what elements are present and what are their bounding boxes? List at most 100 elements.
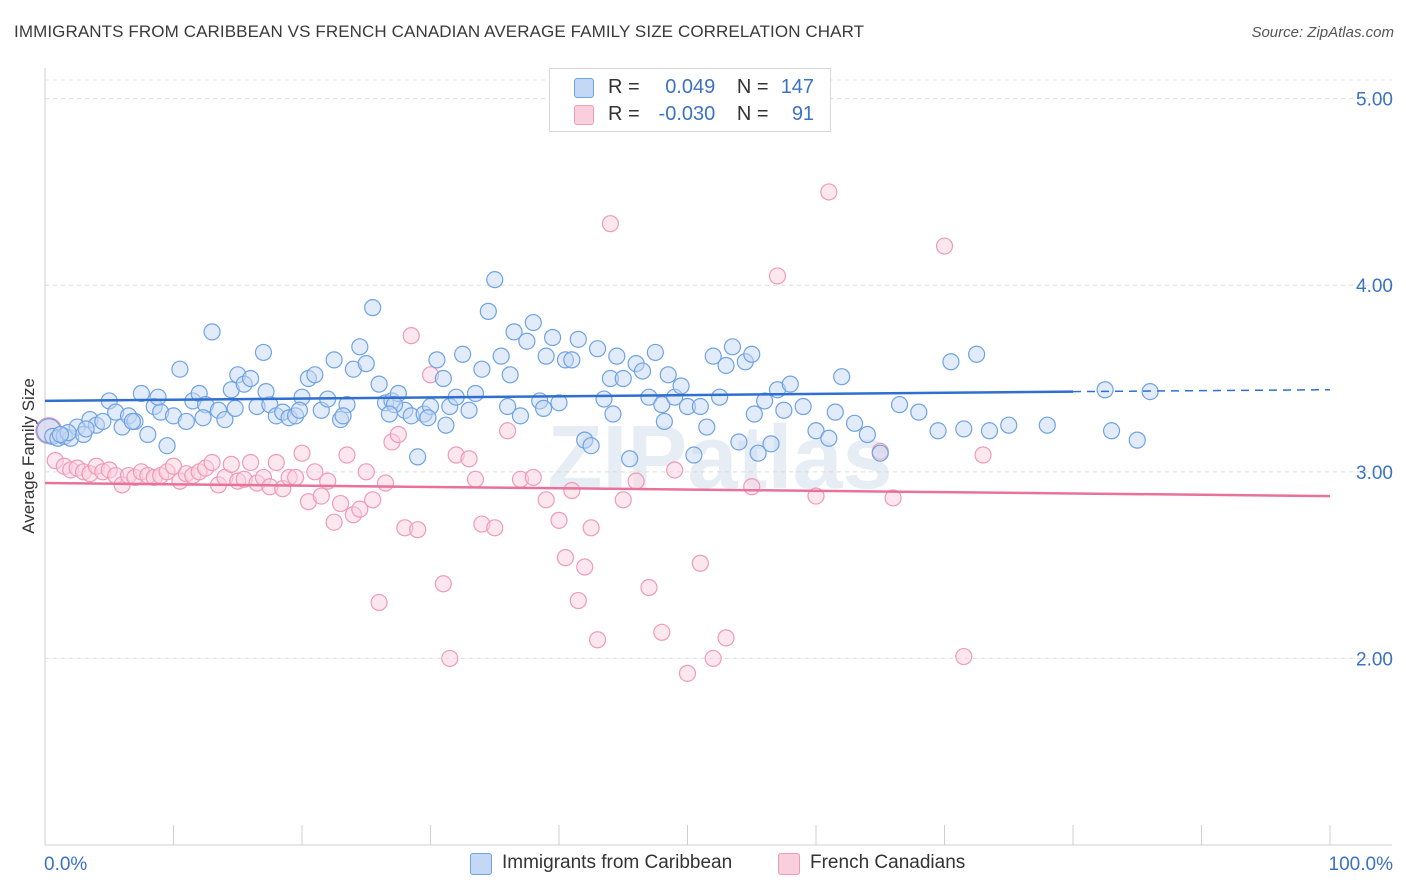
legend-n-value: 91	[791, 103, 815, 125]
data-point-caribbean	[890, 396, 909, 414]
data-point-caribbean	[672, 377, 690, 395]
data-point-caribbean	[409, 448, 427, 466]
y-axis-label: Average Family Size	[19, 378, 38, 534]
data-point-caribbean	[132, 384, 150, 403]
trend-line-french-canadians	[44, 481, 1331, 498]
data-point-caribbean	[604, 405, 622, 423]
data-point-caribbean	[929, 422, 947, 440]
data-point-french-canadians	[569, 591, 587, 610]
data-point-french-canadians	[499, 422, 517, 440]
x-tick-label: 0.0%	[44, 854, 87, 875]
data-point-french-canadians	[955, 647, 973, 666]
data-point-caribbean	[858, 425, 877, 444]
data-point-french-canadians	[242, 453, 260, 472]
data-point-french-canadians	[588, 631, 607, 649]
data-point-french-canadians	[203, 453, 221, 472]
data-point-caribbean	[711, 388, 729, 406]
legend-r-value: 0.049	[665, 76, 716, 98]
data-point-french-canadians	[884, 489, 902, 507]
data-point-french-canadians	[402, 327, 420, 345]
data-point-caribbean	[745, 405, 763, 423]
data-point-caribbean	[437, 416, 455, 434]
data-point-caribbean	[158, 437, 176, 455]
data-point-caribbean	[499, 397, 517, 416]
data-point-caribbean	[910, 403, 928, 421]
data-point-caribbean	[845, 414, 864, 432]
data-point-french-canadians	[325, 513, 343, 531]
data-point-caribbean	[334, 407, 352, 425]
blue-swatch-icon	[470, 853, 492, 875]
data-point-french-canadians	[717, 629, 735, 647]
data-point-caribbean	[534, 399, 553, 417]
y-tick-label: 2.00	[1356, 649, 1393, 670]
data-point-caribbean	[659, 366, 677, 384]
data-point-caribbean	[833, 368, 851, 386]
series-caribbean	[36, 271, 1159, 468]
data-point-caribbean	[466, 384, 485, 403]
data-point-caribbean	[582, 437, 600, 455]
data-point-caribbean	[370, 375, 388, 393]
data-point-french-canadians	[306, 463, 324, 481]
data-point-french-canadians	[486, 519, 504, 537]
data-point-french-canadians	[351, 500, 369, 518]
data-point-french-canadians	[640, 578, 658, 597]
data-point-caribbean	[290, 401, 309, 419]
data-point-french-canadians	[935, 237, 954, 255]
legend-r-label: R =	[608, 103, 640, 125]
data-point-french-canadians	[627, 472, 645, 490]
data-point-french-canadians	[678, 664, 697, 682]
data-point-caribbean	[203, 323, 221, 341]
data-point-caribbean	[743, 345, 761, 363]
pink-swatch-icon	[778, 853, 800, 875]
data-point-caribbean	[698, 418, 716, 436]
data-point-french-canadians	[460, 450, 478, 468]
data-point-caribbean	[194, 409, 212, 427]
data-point-french-canadians	[312, 487, 330, 505]
data-point-caribbean	[357, 355, 375, 373]
data-point-french-canadians	[389, 425, 407, 444]
data-point-caribbean	[364, 299, 382, 317]
data-point-french-canadians	[550, 511, 568, 529]
data-point-french-canadians	[743, 478, 761, 496]
data-point-french-canadians	[653, 623, 671, 641]
data-point-caribbean	[588, 340, 607, 358]
data-point-caribbean	[608, 347, 626, 365]
data-point-caribbean	[428, 351, 446, 369]
data-point-french-canadians	[601, 215, 620, 233]
watermark: ZIPatlas	[547, 408, 892, 508]
data-point-french-canadians	[164, 457, 183, 475]
data-point-caribbean	[518, 332, 536, 350]
data-point-caribbean	[980, 422, 999, 440]
data-point-french-canadians	[286, 468, 305, 487]
data-point-caribbean	[820, 429, 838, 447]
axes	[44, 68, 1392, 846]
data-point-caribbean	[633, 362, 652, 380]
data-point-caribbean	[380, 405, 398, 423]
data-point-caribbean	[685, 446, 703, 464]
legend-r-value: -0.030	[658, 103, 716, 125]
data-point-caribbean	[216, 410, 234, 429]
data-point-caribbean	[550, 394, 568, 412]
data-point-french-canadians	[768, 267, 787, 285]
trend-lines	[44, 388, 1331, 498]
data-point-caribbean	[1128, 431, 1146, 449]
data-point-caribbean	[653, 396, 671, 414]
data-point-caribbean	[325, 351, 343, 369]
legend-n-value: 147	[780, 76, 815, 98]
data-point-caribbean	[149, 388, 167, 406]
data-point-caribbean	[460, 401, 478, 419]
data-point-caribbean	[139, 425, 157, 444]
data-point-french-canadians	[666, 461, 684, 479]
data-point-caribbean	[537, 347, 555, 365]
pink-swatch-icon	[574, 105, 594, 125]
data-point-french-canadians	[222, 455, 240, 473]
data-point-french-canadians	[524, 468, 542, 487]
legend-n-label: N =	[736, 76, 769, 98]
source-label: Source: ZipAtlas.com	[1251, 24, 1394, 41]
bottom-legend-label: French Canadians	[810, 852, 966, 873]
data-point-caribbean	[94, 412, 112, 431]
data-point-caribbean	[794, 397, 812, 416]
correlation-legend: R = 0.049 N = 147 R = -0.030 N = 91	[549, 68, 831, 132]
data-point-caribbean	[691, 397, 709, 416]
data-point-caribbean	[51, 425, 70, 444]
